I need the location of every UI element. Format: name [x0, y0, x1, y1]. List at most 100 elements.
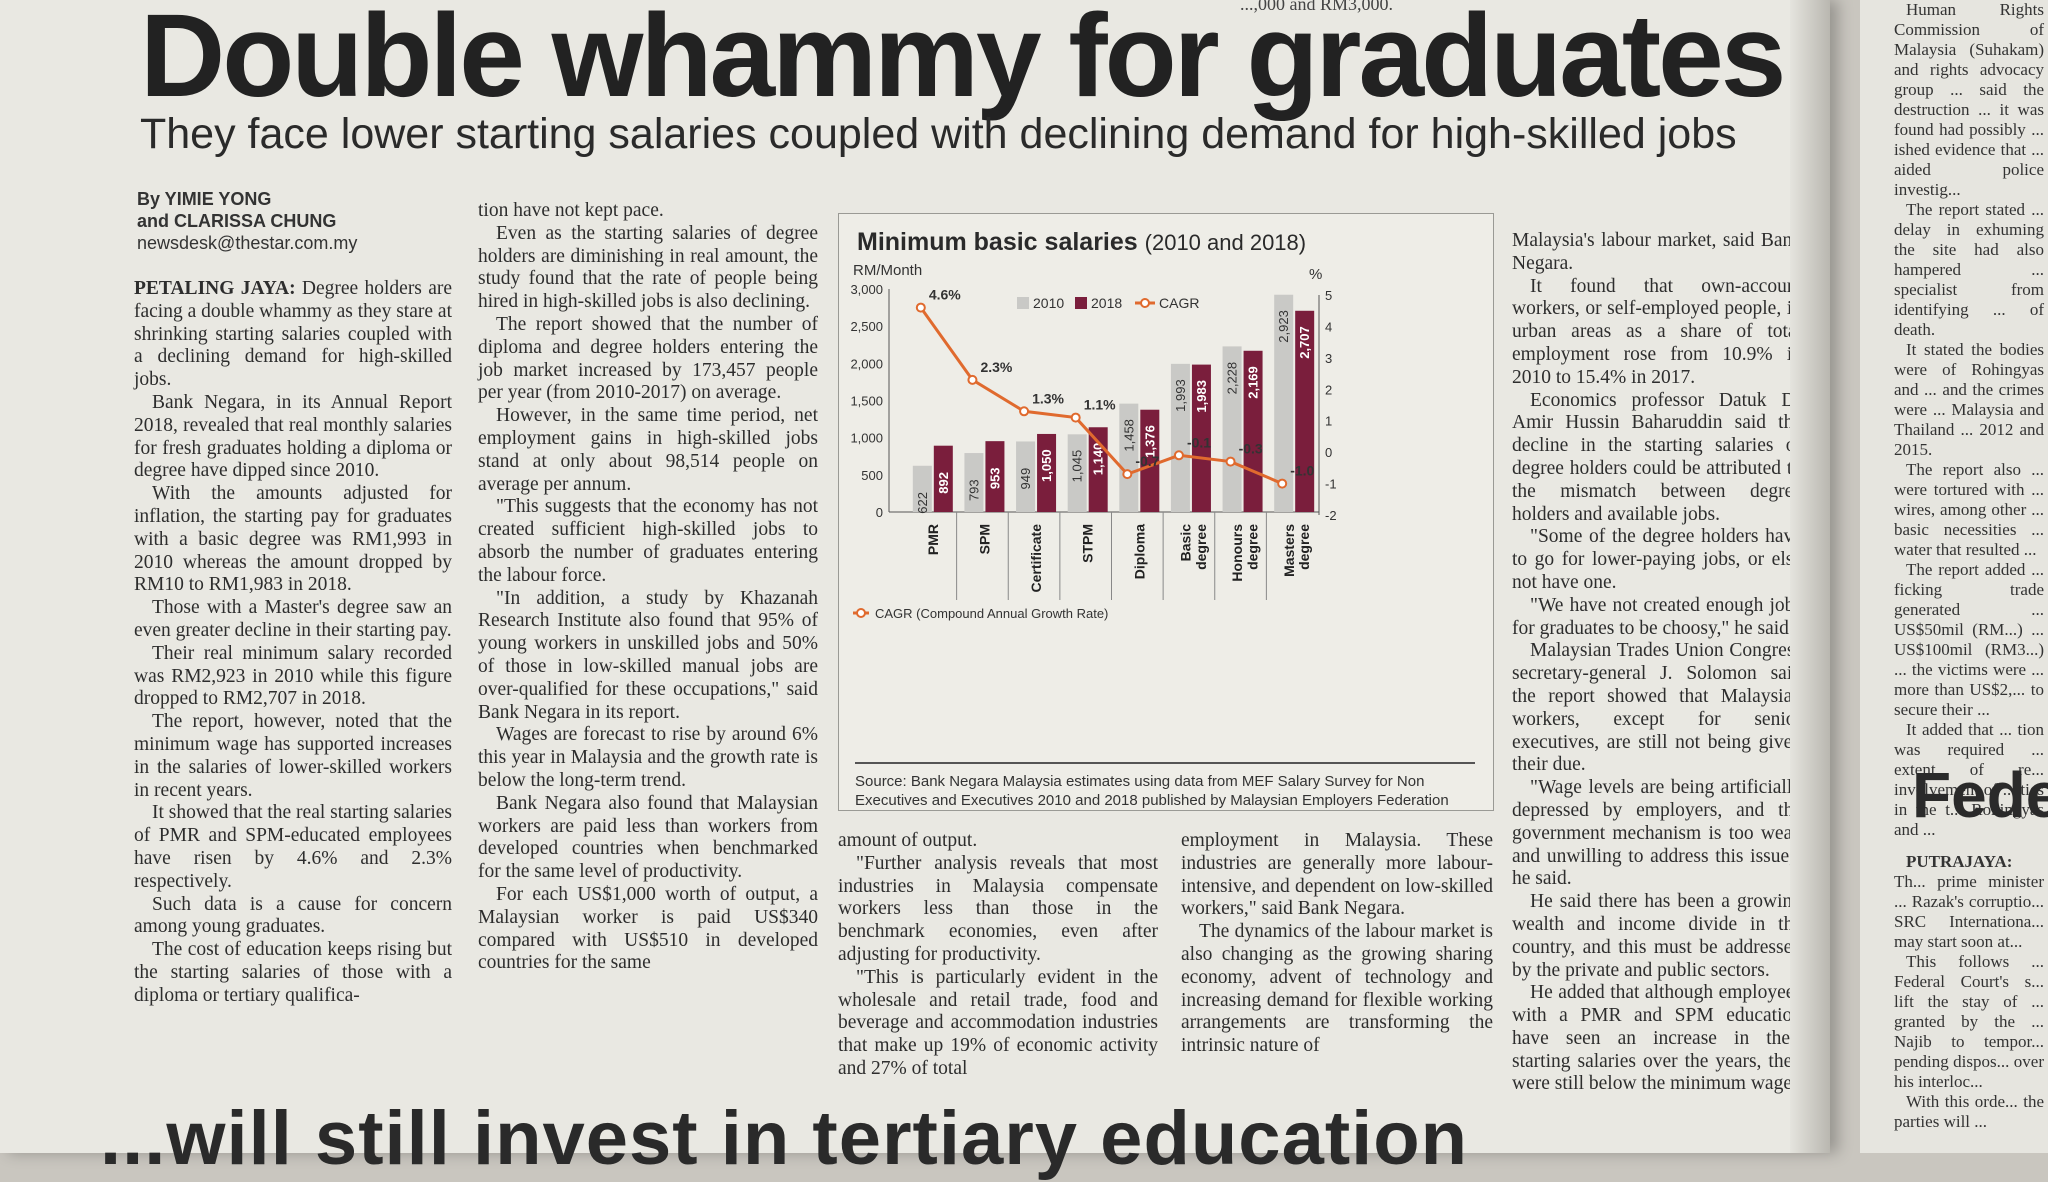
paragraph: The report stated ... delay in exhuming … [1894, 200, 2044, 339]
paragraph: "In addition, a study by Khazanah Resear… [478, 587, 818, 723]
bar-2010 [1016, 441, 1036, 512]
bar-value-label-2010: 2,228 [1225, 362, 1240, 395]
category-label: SPM [976, 524, 992, 554]
y-tick-label: 2,000 [850, 356, 883, 371]
paragraph: It showed that the real starting salarie… [134, 802, 452, 892]
bar-value-label-2010: 1,993 [1173, 379, 1188, 412]
paragraph: "Wage levels are being artificially depr… [1512, 777, 1802, 890]
byline: By YIMIE YONG and CLARISSA CHUNG newsdes… [137, 188, 437, 254]
paragraph: The report showed that the number of dip… [478, 313, 818, 404]
bar-2018 [985, 441, 1005, 512]
paragraph: Their real minimum salary recorded was R… [134, 642, 452, 710]
bar-2010 [1222, 346, 1242, 512]
byline-email: newsdesk@thestar.com.my [137, 233, 358, 253]
y-tick-label: 2,500 [850, 319, 883, 334]
y-tick-label: 500 [861, 468, 883, 483]
y-tick-label: 0 [876, 505, 883, 520]
bar-value-label-2018: 953 [987, 467, 1002, 489]
cagr-line [919, 306, 1283, 485]
paragraph: For each US$1,000 worth of output, a Mal… [478, 883, 818, 974]
paragraph: "We have not created enough jobs for gra… [1512, 594, 1802, 639]
adjacent-headline: Fede [1912, 759, 2048, 831]
category-label: Mastersdegree [1281, 524, 1312, 577]
bar-value-label-2018: 892 [936, 472, 951, 494]
y-tick-label: 3,000 [850, 282, 883, 297]
y2-tick-label: 0 [1325, 445, 1332, 460]
paragraph: tion have not kept pace. [478, 200, 664, 221]
article-column-2: tion have not kept pace. Even as the sta… [478, 200, 818, 975]
category-label: Diploma [1131, 524, 1147, 579]
cagr-point [1225, 456, 1236, 467]
cagr-point [1019, 406, 1030, 417]
paragraph: Malaysian Trades Union Congress secretar… [1512, 640, 1802, 776]
cagr-label: 1.1% [1084, 397, 1116, 413]
paragraph: Such data is a cause for concern among y… [134, 893, 452, 938]
paragraph: Wages are forecast to rise by around 6% … [478, 724, 818, 791]
y-tick-label: 1,000 [850, 431, 883, 446]
paragraph: PUTRAJAYA: Th... prime minister ... Raza… [1894, 852, 2044, 951]
y-tick-label: 1,500 [850, 394, 883, 409]
adjacent-page: Human Rights Commission of Malaysia (Suh… [1860, 0, 2048, 1153]
article-column-4: employment in Malaysia. These industries… [1181, 830, 1493, 1058]
byline-author-1: By YIMIE YONG [137, 189, 272, 209]
legend-point-cagr [1140, 298, 1150, 308]
cagr-point [1070, 412, 1081, 423]
article-column-1: PETALING JAYA: Degree holders are facing… [134, 278, 452, 1008]
paragraph: "This suggests that the economy has not … [478, 496, 818, 586]
article-column-5: Malaysia's labour market, said Bank Nega… [1512, 230, 1802, 1096]
page-fold [1790, 0, 1830, 1153]
paragraph: Bank Negara, in its Annual Report 2018, … [134, 391, 452, 482]
legend-label-cagr: CAGR [1159, 295, 1199, 311]
cagr-point [1122, 469, 1133, 480]
paragraph: The report added ... ficking trade gener… [1894, 560, 2044, 719]
paragraph: This follows ... Federal Court's s... li… [1894, 952, 2044, 1091]
category-label: Certificate [1028, 524, 1044, 593]
paragraph: It stated the bodies were of Rohingyas a… [1894, 340, 2044, 459]
chart-canvas: RM/Month 0 500 1,000 1,500 2,000 2,500 3,000% -2… [850, 262, 1337, 621]
y2-tick-label: 2 [1325, 382, 1332, 397]
paragraph: employment in Malaysia. These industries… [1181, 830, 1493, 920]
y2-tick-label: 3 [1325, 351, 1332, 366]
bar-2010 [1067, 434, 1087, 512]
bar-value-label-2018: 1,140 [1091, 443, 1106, 476]
y2-axis-label: % [1309, 266, 1322, 283]
paragraph: It added that ... tion was required ... … [1894, 720, 2044, 839]
legend-label-2018: 2018 [1091, 295, 1122, 311]
adjacent-column-top: Human Rights Commission of Malaysia (Suh… [1894, 0, 2044, 840]
paragraph: Those with a Master's degree saw an even… [134, 597, 452, 641]
subheadline: They face lower starting salaries couple… [140, 110, 1737, 158]
top-cut-text: ...,000 and RM3,000. [1240, 0, 1393, 14]
paragraph: "Further analysis reveals that most indu… [838, 852, 1158, 965]
category-label: Basicdegree [1178, 524, 1209, 570]
cagr-label: -1.0 [1290, 463, 1314, 479]
category-label: PMR [925, 524, 941, 555]
cagr-label: 4.6% [929, 287, 961, 303]
next-headline: ...will still invest in tertiary educati… [100, 1096, 1469, 1181]
paragraph: The report, however, noted that the mini… [134, 711, 452, 801]
y2-tick-label: 4 [1325, 319, 1332, 334]
cagr-label: -0.7 [1135, 453, 1159, 469]
paragraph: Malaysia's labour market, said Bank Nega… [1512, 230, 1802, 274]
paragraph: "This is particularly evident in the who… [838, 966, 1158, 1079]
byline-author-2: and CLARISSA CHUNG [137, 211, 337, 231]
bar-value-label-2010: 622 [915, 492, 930, 514]
y2-tick-label: -1 [1325, 477, 1337, 492]
paragraph: "Some of the degree holders have to go f… [1512, 526, 1802, 593]
paragraph: He added that although employees with a … [1512, 982, 1802, 1095]
chart-title: Minimum basic salaries (2010 and 2018) [857, 228, 1307, 256]
cagr-label: -0.1 [1187, 434, 1211, 450]
chart-source: Source: Bank Negara Malaysia estimates u… [855, 762, 1475, 810]
paragraph: The report also ... were tortured with .… [1894, 460, 2044, 559]
cagr-point [1173, 450, 1184, 461]
category-label: Honoursdegree [1229, 524, 1260, 582]
bar-2010 [912, 465, 932, 512]
legend-swatch-2010 [1017, 297, 1029, 309]
adjacent-column-bottom: PUTRAJAYA: Th... prime minister ... Raza… [1894, 852, 2044, 1132]
bar-2010 [1170, 363, 1190, 512]
paragraph: With this orde... the parties will ... [1894, 1092, 2044, 1131]
bar-2018 [1037, 433, 1057, 512]
cagr-point [967, 374, 978, 385]
bar-value-label-2010: 2,923 [1276, 310, 1291, 343]
bar-2010 [964, 453, 984, 512]
cagr-point [1277, 478, 1288, 489]
